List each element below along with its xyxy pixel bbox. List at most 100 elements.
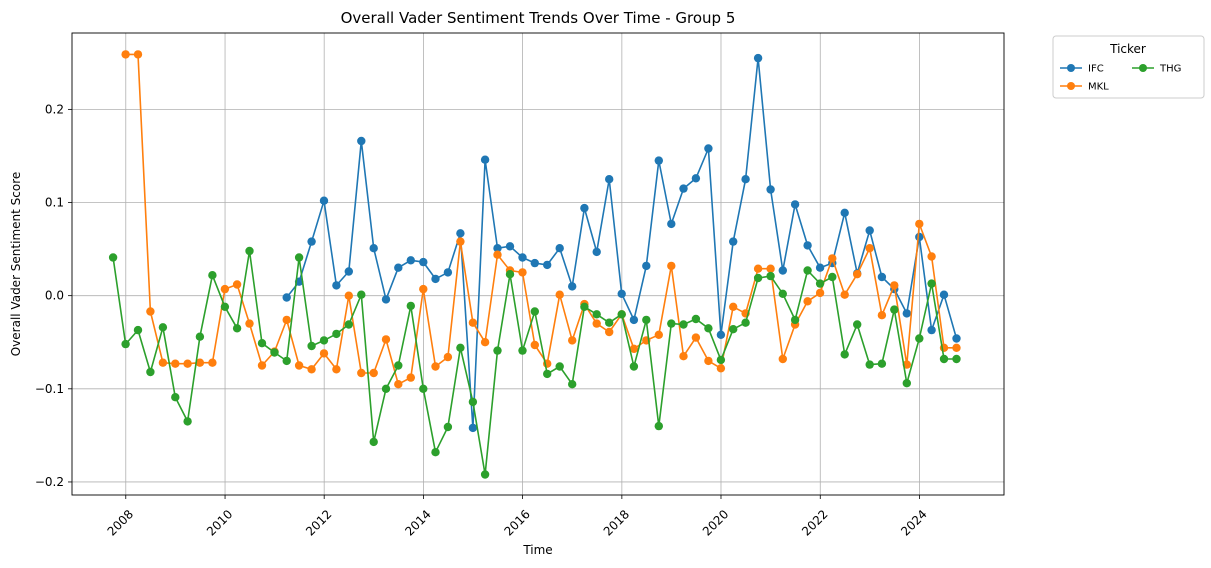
data-point-thg xyxy=(803,266,812,275)
data-point-thg xyxy=(294,253,304,262)
data-point-thg xyxy=(741,318,750,327)
data-point-mkl xyxy=(394,380,403,389)
grid xyxy=(72,33,1004,495)
data-point-mkl xyxy=(877,311,887,320)
data-point-ifc xyxy=(729,237,738,246)
data-point-thg xyxy=(543,369,552,379)
data-point-mkl xyxy=(171,359,180,368)
data-point-ifc xyxy=(530,258,539,268)
data-point-thg xyxy=(629,362,639,371)
data-point-ifc xyxy=(480,155,490,164)
data-point-thg xyxy=(580,302,589,311)
data-point-thg xyxy=(952,354,961,364)
data-point-ifc xyxy=(766,185,775,194)
data-point-ifc xyxy=(344,267,353,276)
legend-marker xyxy=(1139,64,1147,72)
data-point-ifc xyxy=(468,423,478,433)
plot-frame xyxy=(71,32,1005,496)
y-tick-label: 0.1 xyxy=(45,196,64,210)
data-point-mkl xyxy=(468,318,478,327)
data-point-mkl xyxy=(183,359,192,368)
data-point-thg xyxy=(493,346,502,355)
data-point-mkl xyxy=(927,252,936,261)
y-axis: −0.2 −0.1 0.0 0.1 0.2 xyxy=(35,102,72,489)
data-point-mkl xyxy=(294,361,304,370)
data-point-mkl xyxy=(493,250,502,259)
data-point-thg xyxy=(394,361,403,370)
data-point-mkl xyxy=(766,264,775,273)
series-group xyxy=(108,50,961,479)
data-point-ifc xyxy=(307,237,316,246)
data-point-thg xyxy=(927,279,936,288)
data-point-ifc xyxy=(927,325,936,335)
data-point-thg xyxy=(667,319,676,328)
data-point-thg xyxy=(257,339,267,348)
data-point-mkl xyxy=(716,364,726,373)
data-point-ifc xyxy=(443,268,453,277)
data-point-ifc xyxy=(716,330,726,339)
series-ifc xyxy=(282,53,961,433)
data-point-ifc xyxy=(741,175,750,184)
data-point-thg xyxy=(456,343,465,352)
data-point-thg xyxy=(729,325,738,334)
data-point-ifc xyxy=(394,263,403,272)
data-point-ifc xyxy=(456,229,465,238)
data-point-thg xyxy=(171,393,180,402)
data-point-thg xyxy=(642,315,651,325)
data-point-mkl xyxy=(605,327,614,337)
data-point-ifc xyxy=(505,242,515,251)
data-point-ifc xyxy=(790,200,800,209)
data-point-mkl xyxy=(381,335,391,344)
data-point-mkl xyxy=(753,264,763,273)
data-point-mkl xyxy=(828,254,837,263)
legend-label: MKL xyxy=(1088,82,1109,93)
data-point-ifc xyxy=(592,247,601,257)
data-point-ifc xyxy=(704,144,713,153)
data-point-thg xyxy=(654,421,663,431)
data-point-thg xyxy=(790,315,800,325)
data-point-ifc xyxy=(543,260,552,270)
data-point-thg xyxy=(939,354,949,364)
data-point-thg xyxy=(530,307,539,316)
y-tick-label: 0.2 xyxy=(45,102,64,116)
data-point-mkl xyxy=(257,361,267,370)
data-point-thg xyxy=(406,301,415,311)
legend-marker xyxy=(1067,82,1075,90)
data-point-mkl xyxy=(208,358,217,367)
data-point-thg xyxy=(766,271,775,281)
data-point-thg xyxy=(828,272,837,282)
data-point-ifc xyxy=(605,175,614,184)
data-point-thg xyxy=(716,355,726,365)
data-point-mkl xyxy=(133,50,143,59)
data-point-ifc xyxy=(369,244,378,253)
data-point-mkl xyxy=(865,244,874,253)
data-point-thg xyxy=(480,470,490,479)
data-point-thg xyxy=(518,346,527,355)
data-point-thg xyxy=(344,320,353,329)
data-point-ifc xyxy=(357,136,366,146)
data-point-mkl xyxy=(146,307,155,316)
y-axis-title: Overall Vader Sentiment Score xyxy=(9,172,23,357)
data-point-mkl xyxy=(530,340,539,350)
data-point-thg xyxy=(853,320,862,329)
data-point-mkl xyxy=(518,268,527,277)
x-axis-title: Time xyxy=(522,543,552,557)
data-point-mkl xyxy=(443,352,453,362)
data-point-thg xyxy=(133,325,143,335)
legend-title: Ticker xyxy=(1109,42,1146,56)
data-point-ifc xyxy=(617,289,626,298)
data-point-ifc xyxy=(952,334,961,343)
y-tick-label: −0.1 xyxy=(35,382,64,396)
legend-item-thg: THG xyxy=(1132,64,1181,75)
data-point-thg xyxy=(568,380,577,389)
data-point-ifc xyxy=(555,244,564,253)
data-point-thg xyxy=(369,437,378,447)
legend-label: THG xyxy=(1159,64,1181,75)
data-point-ifc xyxy=(629,315,639,325)
data-point-mkl xyxy=(778,354,787,364)
data-point-ifc xyxy=(753,53,763,63)
data-point-thg xyxy=(877,359,887,368)
data-point-mkl xyxy=(220,284,230,294)
legend-item-mkl: MKL xyxy=(1060,82,1109,93)
